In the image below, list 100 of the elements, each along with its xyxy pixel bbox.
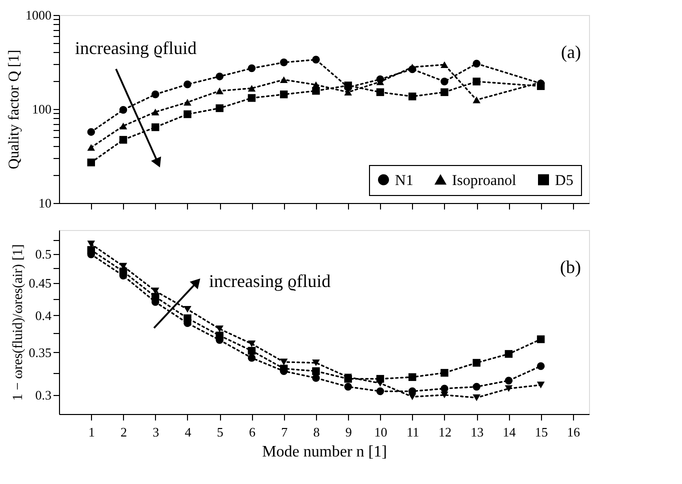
point xyxy=(312,359,320,366)
point xyxy=(87,144,95,151)
legend-label: N1 xyxy=(395,172,414,189)
point xyxy=(376,88,384,96)
point xyxy=(536,382,545,388)
point xyxy=(344,374,352,383)
legend-label: Isoproanol xyxy=(452,172,516,189)
y-axis-title: 1 − ωres(fluid)/ωres(air) [1] xyxy=(10,244,26,401)
point xyxy=(151,90,160,98)
point xyxy=(440,384,448,392)
point xyxy=(119,268,128,276)
point xyxy=(472,394,480,402)
point xyxy=(504,385,513,392)
point xyxy=(87,246,95,254)
x-tick-label: 13 xyxy=(470,424,484,440)
point xyxy=(536,82,545,90)
point xyxy=(280,90,288,98)
x-tick-label: 15 xyxy=(534,424,548,440)
point xyxy=(248,64,256,72)
y-tick-label: 0.4 xyxy=(35,308,52,323)
point xyxy=(376,387,384,396)
point xyxy=(248,94,256,102)
y-tick-label: 1000 xyxy=(26,8,52,22)
point xyxy=(504,350,513,358)
point xyxy=(440,78,448,86)
x-axis-title: Mode number n [1] xyxy=(262,444,387,460)
point xyxy=(151,123,160,132)
x-tick-label: 4 xyxy=(184,424,192,440)
point xyxy=(536,335,545,344)
point xyxy=(248,346,256,355)
point xyxy=(408,373,416,381)
point xyxy=(408,92,416,100)
x-tick-label: 3 xyxy=(152,424,160,440)
point xyxy=(184,314,192,322)
annotation: increasing ϱfluid xyxy=(75,38,197,58)
point xyxy=(216,326,224,332)
point xyxy=(87,128,95,136)
annotation: (a) xyxy=(561,42,581,62)
annotation: (b) xyxy=(560,257,581,277)
x-tick-label: 2 xyxy=(120,424,127,440)
point xyxy=(216,332,224,340)
point xyxy=(216,72,224,80)
legend-label: D5 xyxy=(555,172,574,189)
y-tick-label: 0.5 xyxy=(35,246,52,262)
x-tick-label: 16 xyxy=(566,424,580,440)
x-tick-label: 5 xyxy=(216,424,224,440)
point xyxy=(87,240,95,248)
point xyxy=(472,78,480,86)
x-tick-label: 14 xyxy=(502,424,516,440)
y-tick-label: 0.3 xyxy=(35,387,52,402)
point xyxy=(472,382,480,391)
point xyxy=(472,60,480,68)
y-axis-title: Quality factor Q [1] xyxy=(6,50,22,170)
x-tick-label: 12 xyxy=(438,424,452,440)
point xyxy=(119,122,128,130)
y-tick-label: 10 xyxy=(38,196,52,210)
point xyxy=(248,354,256,362)
point xyxy=(440,61,448,68)
point xyxy=(472,358,480,367)
point xyxy=(344,382,352,391)
point xyxy=(119,136,128,144)
x-tick-label: 6 xyxy=(248,424,256,440)
point xyxy=(280,358,288,366)
point xyxy=(312,367,320,376)
point xyxy=(440,88,448,96)
x-tick-label: 9 xyxy=(345,424,352,440)
point xyxy=(440,368,448,377)
point xyxy=(184,110,192,118)
point xyxy=(280,76,288,84)
point xyxy=(440,392,448,398)
point xyxy=(216,87,224,94)
point xyxy=(280,364,288,372)
point xyxy=(151,108,160,116)
point xyxy=(280,58,288,66)
y-tick-label: 0.35 xyxy=(28,344,52,360)
point xyxy=(216,104,224,112)
point xyxy=(376,374,384,383)
point xyxy=(312,374,320,382)
x-tick-label: 1 xyxy=(88,424,95,440)
point xyxy=(248,84,256,92)
point xyxy=(87,158,95,166)
point xyxy=(408,393,416,400)
y-tick-label: 100 xyxy=(32,102,52,116)
point xyxy=(184,306,192,313)
point xyxy=(472,96,480,104)
point xyxy=(184,98,192,106)
point xyxy=(312,56,320,64)
x-tick-label: 10 xyxy=(374,424,388,440)
annotation: increasing ϱfluid xyxy=(209,271,331,291)
point xyxy=(248,340,256,348)
y-tick-label: 0.45 xyxy=(28,275,52,290)
point xyxy=(536,362,545,370)
point xyxy=(151,292,160,301)
point xyxy=(504,376,513,384)
point xyxy=(312,86,320,95)
point xyxy=(119,106,128,114)
x-tick-label: 11 xyxy=(406,424,420,440)
x-tick-label: 8 xyxy=(313,424,320,440)
x-tick-label: 7 xyxy=(281,424,288,440)
point xyxy=(184,80,192,88)
